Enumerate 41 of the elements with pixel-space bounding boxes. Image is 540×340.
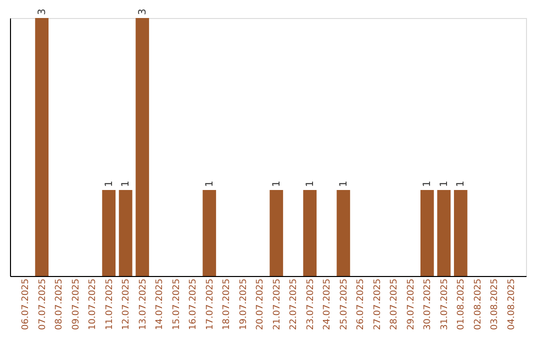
x-tick-label: 17.07.2025 <box>205 278 216 330</box>
data-label: 3 <box>36 8 48 15</box>
x-tick-label: 20.07.2025 <box>256 278 266 330</box>
data-label: 1 <box>338 180 350 187</box>
data-label: 3 <box>137 8 148 15</box>
data-label: 1 <box>120 180 132 187</box>
data-label: 1 <box>204 180 216 187</box>
x-tick-label: 04.08.2025 <box>506 278 517 330</box>
x-tick-label: 01.08.2025 <box>456 278 467 330</box>
x-tick-label: 02.08.2025 <box>473 278 484 330</box>
x-tick-label: 27.07.2025 <box>372 278 383 330</box>
x-tick-label: 15.07.2025 <box>172 278 182 330</box>
x-tick-label: 06.07.2025 <box>21 278 32 330</box>
x-tick-label: 24.07.2025 <box>322 278 333 330</box>
x-tick-label: 18.07.2025 <box>222 278 232 330</box>
x-tick-label: 13.07.2025 <box>138 278 148 330</box>
data-label: 1 <box>456 180 467 187</box>
x-tick-label: 31.07.2025 <box>440 278 450 330</box>
x-tick-label: 07.07.2025 <box>38 278 48 330</box>
x-tick-label: 21.07.2025 <box>272 278 282 330</box>
x-tick-label: 29.07.2025 <box>406 278 416 330</box>
x-tick-label: 28.07.2025 <box>390 278 400 330</box>
data-label: 1 <box>304 180 316 187</box>
data-label: 1 <box>422 180 434 187</box>
x-tick-label: 10.07.2025 <box>88 278 98 330</box>
x-tick-label: 19.07.2025 <box>238 278 249 330</box>
x-tick-label: 08.07.2025 <box>54 278 65 330</box>
x-tick-label: 25.07.2025 <box>339 278 350 330</box>
x-tick-label: 22.07.2025 <box>289 278 300 330</box>
x-tick-label: 23.07.2025 <box>306 278 316 330</box>
x-tick-label: 12.07.2025 <box>122 278 132 330</box>
data-label: 1 <box>271 180 282 187</box>
data-label: 1 <box>438 180 450 187</box>
x-tick-label: 09.07.2025 <box>71 278 82 330</box>
x-tick-label: 26.07.2025 <box>356 278 366 330</box>
x-tick-label: 30.07.2025 <box>423 278 434 330</box>
x-tick-label: 03.08.2025 <box>490 278 500 330</box>
data-label: 1 <box>104 180 115 187</box>
x-tick-label: 11.07.2025 <box>104 278 115 330</box>
x-tick-label: 14.07.2025 <box>155 278 166 330</box>
x-tick-label: 16.07.2025 <box>188 278 199 330</box>
